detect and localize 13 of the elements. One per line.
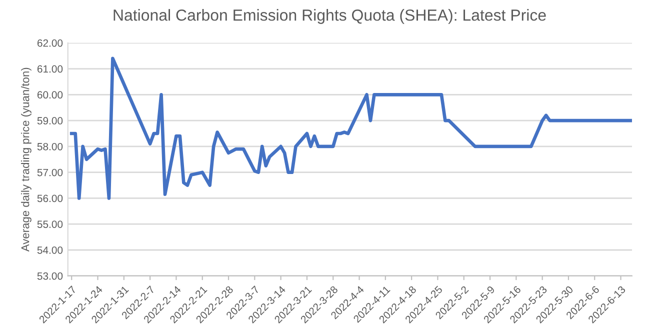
chart-title: National Carbon Emission Rights Quota (SHEA): Latest Price	[114, 9, 546, 24]
y-axis-title: Average daily trading price (yuan/ton)	[21, 68, 32, 252]
y-tick-label: 57.00	[37, 168, 63, 176]
y-tick-label: 62.00	[37, 39, 63, 47]
y-tick-label: 59.00	[37, 117, 63, 124]
y-tick-label: 60.00	[37, 91, 63, 99]
y-tick-label: 61.00	[37, 65, 63, 73]
y-tick-label: 55.00	[37, 220, 63, 228]
line-series	[70, 56, 632, 200]
y-tick-label: 56.00	[37, 194, 63, 202]
y-tick-label: 53.00	[37, 272, 63, 280]
y-tick-label: 54.00	[37, 246, 63, 254]
y-tick-label: 58.00	[37, 142, 63, 150]
